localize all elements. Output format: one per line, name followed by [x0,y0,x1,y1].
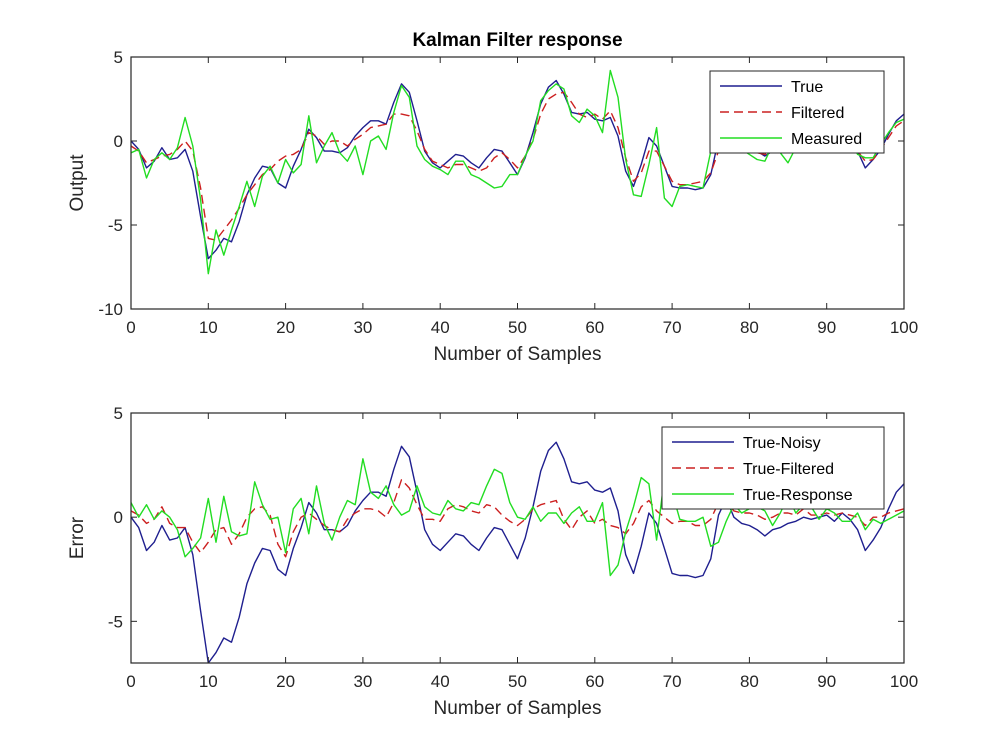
legend-label: True-Filtered [743,461,834,478]
x-tick-label: 10 [199,318,218,337]
x-tick-label: 40 [431,672,450,691]
subplot-2: 0 10 20 30 40 50 60 70 80 90 100 -5 0 5 Number of Samp… [67,404,918,719]
x-tick-label: 20 [276,672,295,691]
legend-label: True-Response [743,487,853,504]
x-tick-label: 30 [353,318,372,337]
x-tick-label: 60 [585,672,604,691]
legend-label: True [791,79,823,96]
y-tick-label: 5 [114,404,123,423]
subplot-1: 0 10 20 30 40 50 60 70 80 90 100 -10 -5 0 5 Number of S… [67,30,918,365]
chart-title: Kalman Filter response [412,30,622,51]
legend-box [661,426,885,510]
x-tick-label: 70 [663,318,682,337]
series-group [131,441,904,663]
y-axis-label: Output [67,154,88,212]
x-axis-label: Number of Samples [434,344,602,365]
x-tick-label: 60 [585,318,604,337]
legend: True-Noisy True-Filtered True-Response [661,426,885,510]
x-tick-label: 80 [740,672,759,691]
x-tick-label: 50 [508,672,527,691]
x-tick-label: 80 [740,318,759,337]
x-tick-label: 0 [126,672,135,691]
x-tick-label: 0 [126,318,135,337]
legend-label: Filtered [791,105,844,122]
x-tick-label: 50 [508,318,527,337]
legend-label: True-Noisy [743,435,821,452]
x-tick-label: 20 [276,318,295,337]
x-tick-label: 100 [890,672,918,691]
series-line-true-noisy [131,441,904,663]
y-tick-label: 0 [114,508,123,527]
x-tick-label: 40 [431,318,450,337]
x-tick-label: 10 [199,672,218,691]
y-tick-label: 5 [114,48,123,67]
x-tick-label: 70 [663,672,682,691]
y-tick-label: 0 [114,132,123,151]
x-axis-label: Number of Samples [434,698,602,719]
legend-label: Measured [791,131,862,148]
series-line-true-response [131,458,904,577]
x-tick-label: 100 [890,318,918,337]
y-tick-label: -5 [108,612,123,631]
y-axis-label: Error [67,516,88,559]
legend: True Filtered Measured [709,70,885,154]
x-tick-label: 90 [817,672,836,691]
x-tick-label: 90 [817,318,836,337]
series-line-true-filtered [131,479,904,558]
x-tick-label: 30 [353,672,372,691]
y-tick-label: -5 [108,216,123,235]
y-tick-label: -10 [98,300,123,319]
